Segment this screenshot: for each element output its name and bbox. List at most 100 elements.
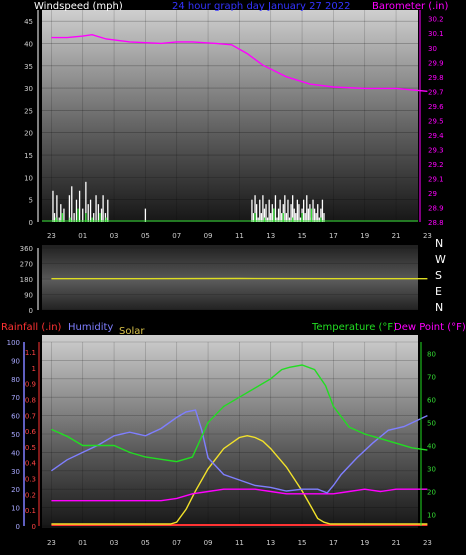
temp-time-axis: 23 01 03 05 07 09 11 13 15 17 19 21 23 [47, 539, 432, 547]
temperature-tick-label: 40 [427, 443, 436, 451]
temp-time-tick-label: 19 [360, 539, 369, 547]
humidity-axis: 0 10 20 30 40 50 60 70 80 90 100 [7, 339, 25, 531]
barometer-tick-label: 30 [428, 45, 437, 53]
temp-time-tick-label: 15 [298, 539, 307, 547]
barometer-axis: 28.8 28.9 29 29.1 29.2 29.3 29.4 29.5 29.6 29.7 29… [419, 10, 444, 227]
wind-plot-series [42, 33, 428, 222]
windspeed-tick-label: 20 [24, 130, 33, 138]
compass-label: N [435, 301, 443, 314]
rainfall-tick-label: 0.9 [25, 381, 36, 389]
barometer-tick-label: 29.2 [428, 161, 444, 169]
direction-tick-label: 180 [20, 276, 33, 284]
temperature-axis: 10 20 30 40 50 60 70 80 [420, 342, 436, 526]
humidity-tick-label: 80 [11, 376, 20, 384]
temp-plot-series [50, 364, 428, 526]
windspeed-tick-label: 10 [24, 174, 33, 182]
temp-time-tick-label: 23 [47, 539, 56, 547]
compass-label: S [435, 269, 442, 282]
temperature-line [51, 364, 428, 463]
barometer-tick-label: 28.8 [428, 219, 444, 227]
wind-time-tick-label: 05 [141, 232, 150, 240]
temp-time-tick-label: 05 [141, 539, 150, 547]
temp-time-tick-label: 17 [329, 539, 338, 547]
rainfall-tick-label: 1 [32, 365, 36, 373]
rainfall-tick-label: 0.4 [25, 460, 37, 468]
wind-time-tick-label: 13 [266, 232, 275, 240]
wind-plot-grid [42, 10, 428, 223]
rainfall-tick-label: 0 [32, 523, 36, 531]
wind-time-tick-label: 11 [235, 232, 244, 240]
solar-label: Solar [119, 326, 145, 337]
direction-tick-label: 270 [20, 261, 33, 269]
temperature-tick-label: 80 [427, 351, 436, 359]
wind-time-tick-label: 21 [392, 232, 401, 240]
windspeed-tick-label: 30 [24, 85, 33, 93]
humidity-tick-label: 100 [7, 339, 20, 347]
humidity-tick-label: 60 [11, 413, 20, 421]
temperature-tick-label: 20 [427, 489, 436, 497]
windspeed-tick-label: 0 [29, 219, 33, 227]
temp-time-tick-label: 11 [235, 539, 244, 547]
humidity-tick-label: 70 [11, 394, 20, 402]
compass-label: E [435, 285, 442, 298]
barometer-tick-label: 29.9 [428, 59, 444, 67]
barometer-tick-label: 28.9 [428, 204, 444, 212]
wind-time-tick-label: 09 [204, 232, 213, 240]
wind-time-tick-label: 17 [329, 232, 338, 240]
wind-time-tick-label: 23 [47, 232, 56, 240]
windspeed-tick-label: 5 [29, 197, 33, 205]
temp-plot-background [42, 335, 418, 528]
rainfall-tick-label: 0.3 [25, 476, 36, 484]
humidity-tick-label: 30 [11, 468, 20, 476]
direction-tick-label: 90 [24, 292, 33, 300]
wind-time-tick-label: 01 [78, 232, 87, 240]
wind-time-tick-label: 23 [423, 232, 432, 240]
windspeed-tick-label: 45 [24, 18, 33, 26]
temp-time-tick-label: 07 [172, 539, 181, 547]
temp-time-tick-label: 23 [423, 539, 432, 547]
rainfall-tick-label: 0.6 [25, 428, 37, 436]
rainfall-tick-label: 1.1 [25, 349, 36, 357]
temperature-tick-label: 10 [427, 512, 436, 520]
windspeed-tick-label: 35 [24, 63, 33, 71]
temp-time-tick-label: 03 [110, 539, 119, 547]
temp-time-tick-label: 09 [204, 539, 213, 547]
barometer-tick-label: 29.1 [428, 175, 444, 183]
barometer-tick-label: 29.4 [428, 132, 444, 140]
temp-time-tick-label: 01 [78, 539, 87, 547]
humidity-tick-label: 0 [16, 523, 20, 531]
windspeed-tick-label: 40 [24, 40, 33, 48]
windspeed-tick-label: 25 [24, 107, 33, 115]
humidity-line [50, 409, 428, 494]
humidity-tick-label: 90 [11, 357, 20, 365]
barometer-tick-label: 30.1 [428, 30, 444, 38]
rainfall-tick-label: 0.5 [25, 444, 36, 452]
wind-time-tick-label: 19 [360, 232, 369, 240]
temp-time-tick-label: 21 [392, 539, 401, 547]
graph-title: 24 hour graph day January 27 2022 [172, 1, 350, 12]
rainfall-tick-label: 0.7 [25, 412, 36, 420]
dew-point-line [51, 488, 428, 502]
direction-tick-label: 0 [29, 307, 33, 315]
temperature-tick-label: 60 [427, 397, 436, 405]
windspeed-tick-label: 15 [24, 152, 33, 160]
rainfall-tick-label: 0.2 [25, 491, 36, 499]
temp-time-tick-label: 13 [266, 539, 275, 547]
wind-time-tick-label: 03 [110, 232, 119, 240]
compass-label: N [435, 237, 443, 250]
compass-label: W [435, 253, 446, 266]
barometer-tick-label: 29.7 [428, 88, 444, 96]
barometer-axis-label: Barometer (.in) [372, 1, 448, 12]
temperature-axis-label: Temperature (°F) [311, 322, 397, 333]
temperature-tick-label: 50 [427, 420, 436, 428]
barometer-tick-label: 29.8 [428, 74, 444, 82]
windspeed-axis-label: Windspeed (mph) [34, 1, 123, 12]
dew-point-axis-label: Dew Point (°F) [394, 322, 466, 333]
wind-time-tick-label: 07 [172, 232, 181, 240]
solar-line [51, 434, 428, 525]
barometer-tick-label: 29.5 [428, 117, 444, 125]
